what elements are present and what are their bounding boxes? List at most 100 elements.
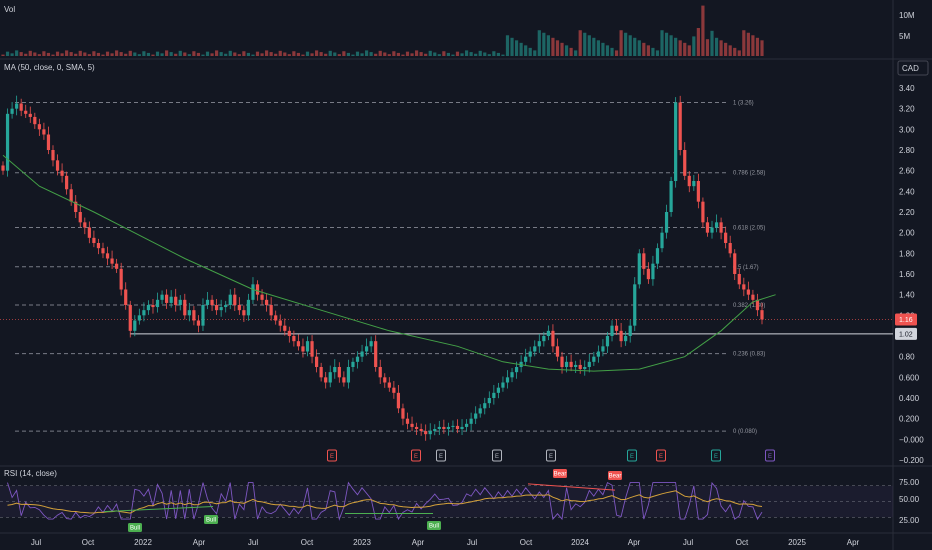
candle-body (265, 299, 269, 305)
volume-bar (351, 54, 355, 56)
volume-bar (660, 30, 664, 56)
volume-bar (633, 37, 637, 56)
fib-level-label: 0.382 (1.30) (733, 303, 765, 309)
volume-bar (160, 53, 164, 56)
candle-body (710, 227, 714, 233)
candle-body (33, 116, 37, 125)
fibonacci-retracement[interactable]: 1 (3.26) 0.786 (2.58) 0.618 (2.05) 0.5 (1.6… (15, 100, 765, 435)
volume-bar (424, 53, 428, 56)
candle-body (287, 330, 291, 336)
candle-body (596, 351, 600, 357)
volume-bar (305, 51, 310, 56)
volume-bar (655, 50, 660, 56)
earnings-marker (436, 449, 446, 462)
price-axis-label: 3.20 (899, 105, 915, 114)
candle-body (378, 367, 382, 378)
volume-bar (278, 50, 282, 56)
volume-bar (137, 54, 141, 56)
candle-body (651, 263, 655, 280)
earnings-marker (411, 449, 421, 462)
earnings-marker (656, 449, 666, 462)
rsi-axis-label: 25.00 (899, 516, 920, 525)
volume-bar (374, 53, 378, 56)
candle-body (305, 341, 310, 352)
candle-body (446, 426, 451, 429)
price-axis-label: 2.60 (899, 167, 915, 176)
volume-bar (637, 40, 641, 56)
volume-bar (528, 47, 532, 56)
candle-body (714, 222, 719, 228)
rsi-signal-label: Bear (554, 472, 567, 478)
volume-bar (260, 53, 264, 56)
volume-bar (5, 51, 10, 56)
candle-body (328, 372, 332, 383)
candle-body (301, 346, 305, 352)
earnings-marker (546, 449, 556, 462)
candle-body (364, 346, 369, 352)
volume-bar (319, 52, 323, 56)
candle-body (178, 299, 182, 305)
horizontal-line[interactable] (0, 319, 893, 335)
volume-bars (1, 5, 764, 57)
volume-bar (628, 35, 632, 56)
volume-bar (133, 52, 137, 56)
volume-bar (714, 37, 719, 56)
candle-body (192, 310, 196, 321)
earnings-marker (711, 449, 721, 462)
candle-body (83, 222, 87, 228)
time-axis-label: Oct (736, 538, 749, 547)
candle-body (528, 351, 532, 357)
time-axis-label: Jul (467, 538, 477, 547)
price-axis-label: 2.00 (899, 229, 915, 238)
candle-body (687, 175, 691, 187)
volume-bar (15, 50, 19, 56)
currency-badge[interactable]: CAD (897, 60, 929, 76)
volume-bar (187, 54, 191, 56)
volume-bar (287, 54, 291, 56)
moving-average (2, 154, 776, 372)
volume-axis: 10M 5M (899, 11, 915, 41)
earnings-marker-label: E (414, 454, 418, 460)
volume-bar (115, 50, 119, 56)
volume-bar (242, 51, 246, 56)
candle-body (274, 315, 278, 321)
candle-body (564, 361, 569, 367)
candle-body (614, 325, 619, 331)
candle-body (574, 364, 578, 367)
volume-bar (296, 52, 301, 56)
volume-bar (178, 50, 182, 56)
time-axis-label: Apr (628, 538, 641, 547)
volume-bar (746, 32, 750, 56)
candle-body (737, 274, 741, 285)
rsi-signal-badge (128, 523, 142, 532)
candle-body (433, 429, 437, 432)
candlesticks (1, 95, 764, 441)
price-axis-label: 2.80 (899, 146, 915, 155)
volume-bar (24, 53, 28, 56)
rsi-signal-badge (427, 521, 441, 530)
volume-bar (269, 52, 273, 56)
volume-bar (505, 35, 510, 56)
volume-bar (119, 52, 123, 56)
volume-bar (587, 35, 591, 56)
volume-bar (401, 54, 405, 56)
level-tag: 1.02 (899, 331, 913, 338)
rsi-signal-label: Bull (429, 524, 439, 530)
candle-body (428, 431, 432, 435)
rsi-line (7, 481, 763, 521)
candle-body (655, 248, 660, 264)
volume-bar (614, 50, 619, 56)
candle-body (5, 113, 10, 171)
candle-body (24, 110, 28, 114)
candle-body (237, 305, 241, 311)
candle-body (105, 253, 110, 259)
candle-body (633, 284, 637, 326)
candle-body (696, 181, 700, 202)
candle-body (260, 294, 264, 300)
candle-body (555, 346, 560, 357)
current-price-tag: 1.16 (899, 317, 913, 324)
earnings-marker-label: E (659, 454, 663, 460)
volume-bar (215, 50, 219, 56)
